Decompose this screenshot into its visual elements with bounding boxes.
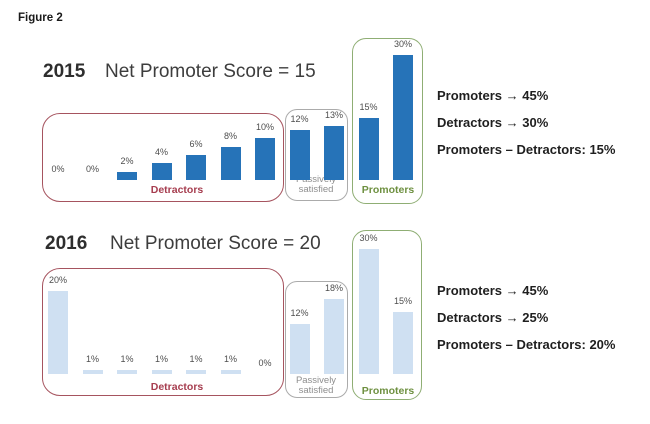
bar-value-label: 13%: [324, 110, 343, 120]
bar-value-label: 1%: [223, 354, 237, 364]
bar-value-label: 15%: [393, 296, 412, 306]
bar-value-label: 2%: [120, 156, 134, 166]
group-label-passively-satisfied: Passively satisfied: [295, 375, 337, 396]
bar-value-label: 10%: [255, 122, 274, 132]
bar: [324, 299, 344, 374]
chart-2015-year: 2015: [43, 61, 86, 82]
bar: [358, 249, 379, 374]
chart-2016-year: 2016: [45, 233, 88, 254]
bar-value-label: 1%: [85, 354, 99, 364]
bar-value-label: 20%: [48, 275, 67, 285]
bar-value-label: 0%: [258, 358, 272, 368]
bar-value-label: 4%: [154, 147, 168, 157]
bar: [48, 291, 68, 374]
bar-value-label: 1%: [120, 354, 134, 364]
bar: [186, 370, 206, 374]
group-label-promoters: Promoters: [361, 184, 415, 196]
chart-2016-title: Net Promoter Score = 20: [110, 233, 321, 254]
bar: [289, 130, 310, 180]
summary-line: Detractors → 25%: [437, 310, 549, 325]
bar-value-label: 18%: [324, 283, 343, 293]
group-label-promoters: Promoters: [361, 385, 415, 397]
bar: [151, 163, 172, 180]
bar: [186, 155, 206, 180]
bar: [117, 172, 137, 180]
summary-line: Detractors → 30%: [437, 115, 549, 130]
bar-value-label: 6%: [189, 139, 203, 149]
bar: [151, 370, 172, 374]
group-box-detractors: [42, 268, 284, 396]
group-box-detractors: [42, 113, 284, 202]
bar-value-label: 30%: [393, 39, 412, 49]
group-label-detractors: Detractors: [150, 381, 204, 393]
group-box-promoters: [352, 230, 422, 400]
bar-value-label: 8%: [223, 131, 237, 141]
bar: [358, 118, 379, 180]
bar-value-label: 1%: [189, 354, 203, 364]
bar: [393, 55, 413, 180]
summary-line: Promoters – Detractors: 15%: [437, 142, 616, 157]
figure-label: Figure 2: [18, 12, 63, 24]
bar: [117, 370, 137, 374]
summary-line: Promoters → 45%: [437, 283, 549, 298]
bar: [324, 126, 344, 180]
bar-value-label: 0%: [51, 164, 65, 174]
summary-line: Promoters → 45%: [437, 88, 549, 103]
group-box-passively-satisfied: [285, 281, 348, 398]
bar: [289, 324, 310, 374]
bar-value-label: 1%: [154, 354, 168, 364]
bar-value-label: 12%: [290, 114, 309, 124]
bar-value-label: 30%: [359, 233, 378, 243]
bar-value-label: 0%: [85, 164, 99, 174]
bar: [393, 312, 413, 374]
bar: [82, 370, 103, 374]
bar: [220, 370, 241, 374]
group-box-passively-satisfied: [285, 109, 348, 201]
group-label-detractors: Detractors: [150, 184, 204, 196]
bar-value-label: 12%: [290, 308, 309, 318]
chart-2015-title: Net Promoter Score = 15: [105, 61, 316, 82]
bar-value-label: 15%: [359, 102, 378, 112]
summary-line: Promoters – Detractors: 20%: [437, 337, 616, 352]
group-label-passively-satisfied: Passively satisfied: [295, 174, 337, 195]
group-box-promoters: [352, 38, 423, 204]
bar: [220, 147, 241, 180]
bar: [255, 138, 275, 180]
